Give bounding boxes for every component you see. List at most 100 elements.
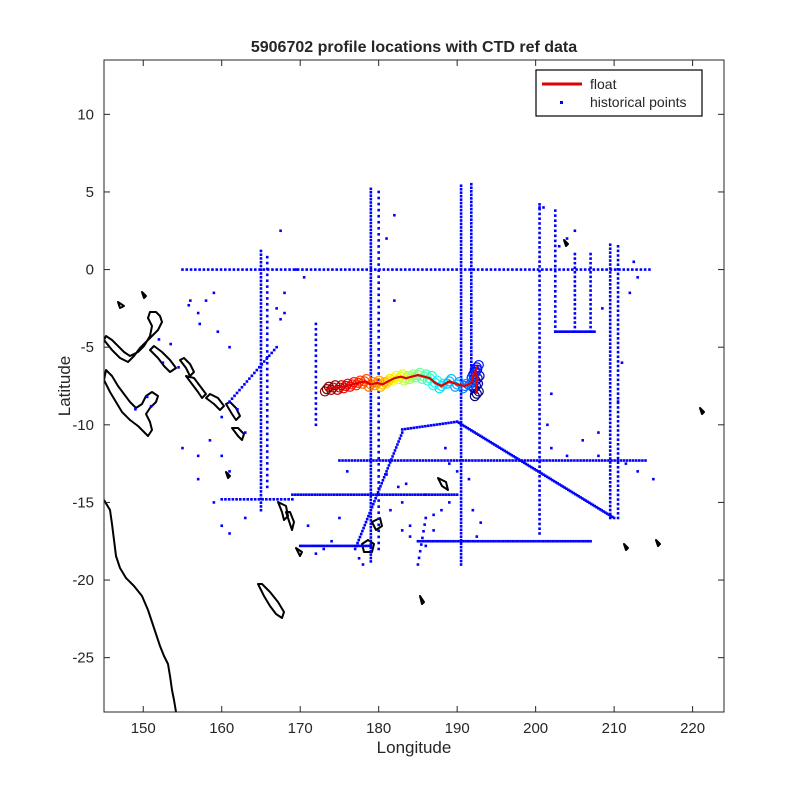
historical-point — [459, 452, 463, 455]
historical-point — [369, 399, 373, 403]
historical-point — [563, 330, 566, 333]
historical-point — [576, 459, 579, 462]
coastline-new-guinea-south — [104, 369, 159, 437]
historical-point — [469, 232, 473, 236]
historical-point — [458, 459, 462, 462]
historical-point — [459, 271, 463, 274]
historical-point — [369, 221, 373, 225]
historical-point — [233, 394, 236, 398]
historical-point — [455, 493, 459, 496]
historical-point — [449, 459, 453, 462]
historical-point — [538, 284, 541, 287]
historical-point — [459, 455, 463, 459]
coastline-new-caledonia — [257, 583, 285, 619]
historical-point — [459, 295, 463, 299]
historical-point — [369, 204, 373, 208]
historical-points — [134, 182, 655, 566]
historical-point — [409, 459, 412, 462]
historical-point — [538, 389, 541, 392]
historical-point — [369, 488, 373, 491]
historical-point — [589, 266, 592, 270]
historical-point — [369, 413, 373, 416]
historical-point — [477, 433, 480, 436]
historical-point — [591, 503, 595, 507]
historical-point — [613, 459, 616, 462]
historical-point — [365, 459, 369, 462]
historical-point — [538, 522, 541, 526]
historical-point — [359, 532, 363, 536]
historical-point — [459, 240, 463, 243]
historical-point — [608, 259, 612, 262]
historical-point — [360, 493, 364, 496]
historical-point — [608, 358, 612, 361]
historical-point — [363, 523, 367, 527]
historical-point — [558, 483, 561, 486]
historical-point — [243, 383, 246, 386]
historical-point — [459, 323, 463, 327]
historical-point — [511, 539, 515, 543]
historical-point — [558, 330, 562, 333]
historical-point — [538, 245, 541, 249]
historical-point — [596, 506, 600, 510]
historical-point — [425, 268, 428, 271]
historical-point — [292, 268, 296, 271]
historical-point — [608, 461, 612, 464]
historical-point — [456, 539, 460, 543]
historical-point — [259, 287, 263, 290]
historical-point — [573, 321, 577, 324]
historical-point — [259, 313, 263, 317]
historical-point — [459, 542, 463, 545]
historical-point — [469, 360, 473, 364]
historical-point — [400, 529, 404, 532]
historical-point — [369, 549, 373, 553]
historical-point — [194, 268, 197, 271]
historical-point — [502, 459, 505, 462]
historical-point — [529, 539, 532, 543]
historical-point — [469, 214, 473, 218]
historical-point — [377, 487, 381, 491]
historical-point — [536, 539, 540, 543]
historical-point — [616, 268, 620, 271]
historical-point — [538, 308, 541, 311]
historical-point — [265, 426, 269, 430]
historical-point — [421, 539, 425, 543]
historical-point — [391, 268, 394, 271]
historical-point — [557, 459, 561, 462]
historical-point — [416, 539, 420, 543]
historical-point — [265, 403, 269, 406]
historical-point — [469, 539, 472, 543]
historical-point — [369, 392, 373, 396]
historical-point — [346, 493, 350, 496]
historical-point — [459, 462, 463, 466]
historical-point — [219, 268, 223, 271]
historical-point — [469, 324, 473, 328]
historical-point — [459, 281, 463, 285]
historical-point — [399, 493, 403, 496]
historical-point — [181, 268, 184, 271]
historical-point — [515, 268, 518, 271]
coastline-island-small-2 — [655, 539, 661, 547]
historical-point — [565, 487, 568, 491]
historical-point — [369, 249, 373, 252]
historical-point — [365, 268, 368, 271]
historical-point — [474, 539, 477, 543]
historical-point — [418, 459, 422, 462]
historical-point — [565, 454, 569, 458]
historical-point — [377, 529, 380, 533]
historical-point — [391, 455, 394, 458]
historical-point — [259, 437, 263, 441]
historical-point — [377, 396, 380, 400]
historical-point — [377, 450, 380, 454]
historical-point — [476, 539, 480, 543]
historical-point — [369, 406, 373, 409]
coastline-island-small-4 — [563, 239, 569, 247]
historical-point — [259, 497, 263, 501]
historical-point — [608, 338, 612, 342]
historical-point — [508, 452, 512, 456]
historical-point — [459, 274, 463, 278]
historical-point — [265, 409, 269, 412]
historical-point — [372, 459, 375, 462]
historical-point — [198, 322, 202, 326]
historical-point — [259, 343, 263, 347]
